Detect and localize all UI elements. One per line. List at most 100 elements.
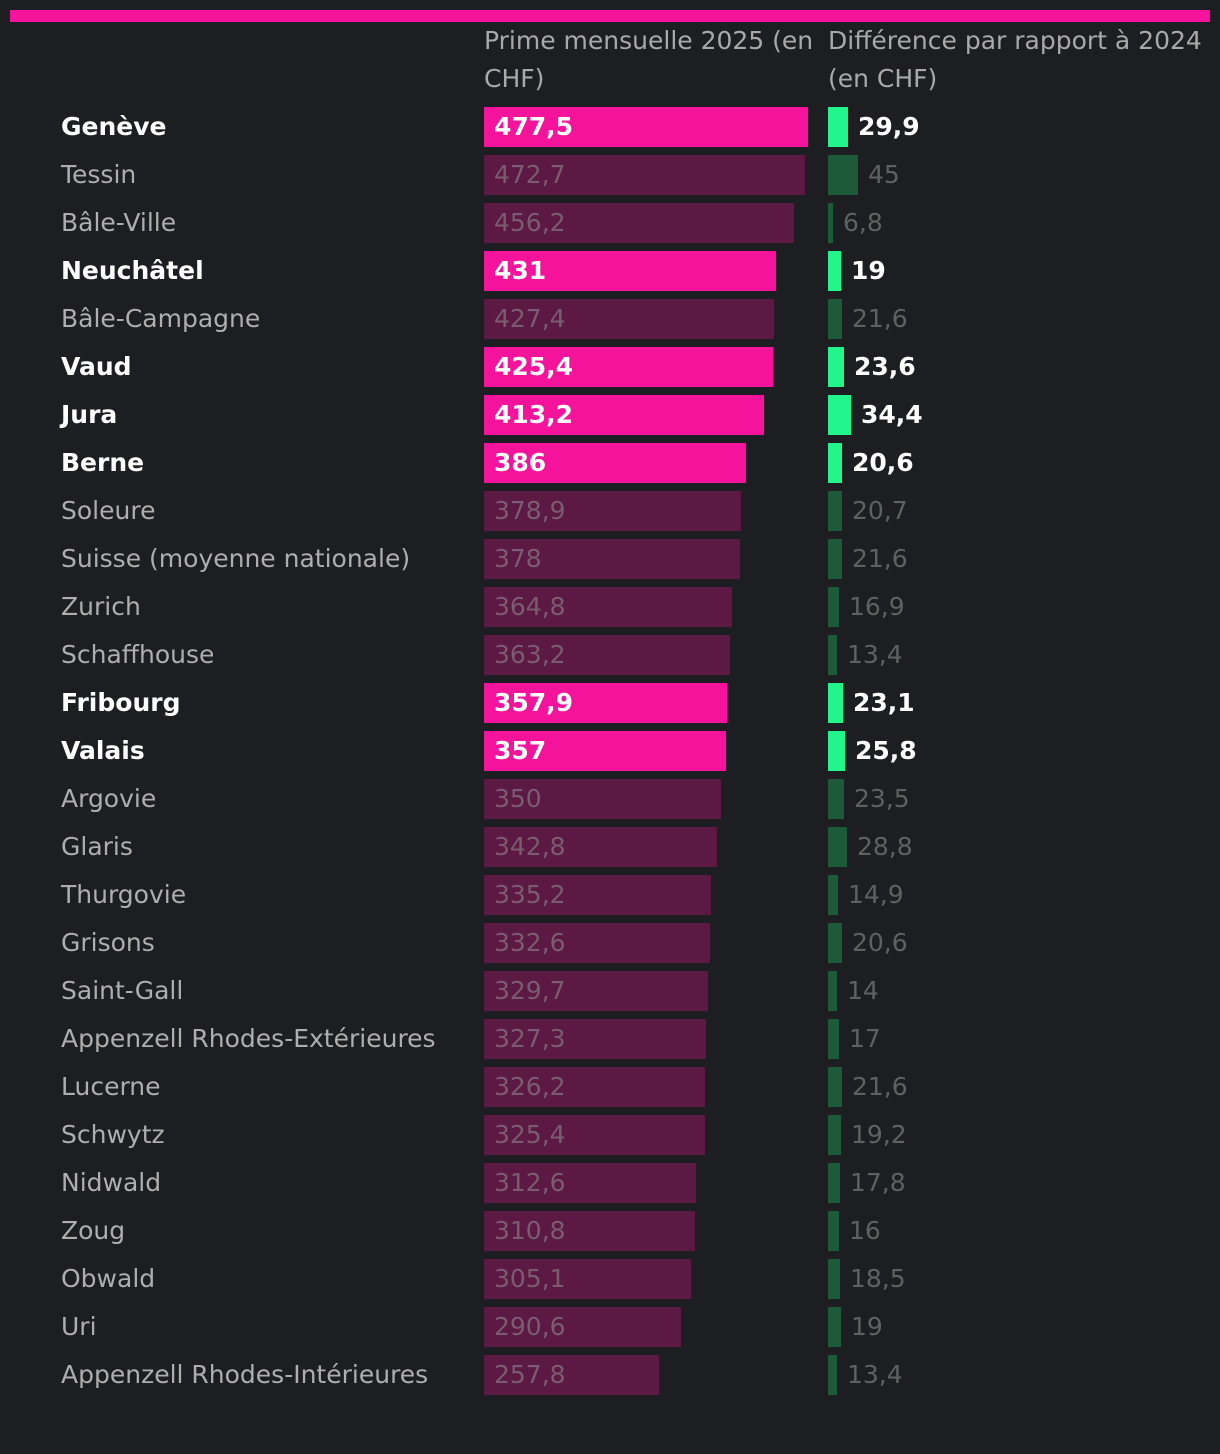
diff-value-label: 14 xyxy=(847,976,879,1005)
chart-row: Argovie 350 23,5 xyxy=(0,775,1220,823)
chart-row: Glaris 342,8 28,8 xyxy=(0,823,1220,871)
prime-value-label: 310,8 xyxy=(494,1216,566,1245)
prime-value-label: 363,2 xyxy=(494,640,566,669)
prime-bar xyxy=(484,1115,705,1155)
prime-bar xyxy=(484,299,774,339)
diff-bar xyxy=(828,203,833,243)
diff-value-label: 20,6 xyxy=(852,928,908,957)
prime-bar xyxy=(484,203,794,243)
diff-value-label: 16,9 xyxy=(849,592,905,621)
diff-bar xyxy=(828,1163,840,1203)
prime-value-label: 427,4 xyxy=(494,304,566,333)
diff-bar xyxy=(828,875,838,915)
canton-label: Berne xyxy=(61,448,145,477)
prime-bar xyxy=(484,1259,691,1299)
prime-value-label: 456,2 xyxy=(494,208,566,237)
diff-value-label: 20,6 xyxy=(852,448,914,477)
chart-row: Obwald 305,1 18,5 xyxy=(0,1255,1220,1303)
diff-value-label: 19 xyxy=(851,256,886,285)
prime-bar xyxy=(484,587,732,627)
prime-value-label: 357 xyxy=(494,736,547,765)
diff-bar xyxy=(828,1115,841,1155)
canton-label: Suisse (moyenne nationale) xyxy=(61,544,411,573)
accent-top-bar xyxy=(10,10,1210,22)
prime-bar xyxy=(484,107,808,147)
canton-label: Thurgovie xyxy=(61,880,187,909)
prime-bar xyxy=(484,347,773,387)
chart-row: Soleure 378,9 20,7 xyxy=(0,487,1220,535)
diff-value-label: 21,6 xyxy=(852,1072,908,1101)
prime-value-label: 312,6 xyxy=(494,1168,566,1197)
prime-value-label: 378,9 xyxy=(494,496,566,525)
diff-bar xyxy=(828,347,844,387)
diff-bar xyxy=(828,971,837,1011)
diff-value-label: 45 xyxy=(868,160,900,189)
canton-label: Valais xyxy=(61,736,145,765)
diff-bar xyxy=(828,827,847,867)
diff-bar xyxy=(828,1355,837,1395)
chart-row: Neuchâtel 431 19 xyxy=(0,247,1220,295)
diff-value-label: 6,8 xyxy=(843,208,883,237)
prime-value-label: 472,7 xyxy=(494,160,566,189)
prime-bar xyxy=(484,1355,659,1395)
chart-row: Vaud 425,4 23,6 xyxy=(0,343,1220,391)
canton-label: Neuchâtel xyxy=(61,256,204,285)
canton-label: Lucerne xyxy=(61,1072,161,1101)
prime-value-label: 364,8 xyxy=(494,592,566,621)
diff-bar xyxy=(828,539,842,579)
chart-row: Bâle-Campagne 427,4 21,6 xyxy=(0,295,1220,343)
prime-bar xyxy=(484,491,741,531)
prime-bar xyxy=(484,875,711,915)
prime-bar xyxy=(484,683,727,723)
chart-row: Bâle-Ville 456,2 6,8 xyxy=(0,199,1220,247)
chart-row: Appenzell Rhodes-Intérieures 257,8 13,4 xyxy=(0,1351,1220,1399)
diff-bar xyxy=(828,731,845,771)
chart-row: Tessin 472,7 45 xyxy=(0,151,1220,199)
canton-label: Soleure xyxy=(61,496,156,525)
prime-value-label: 342,8 xyxy=(494,832,566,861)
canton-label: Appenzell Rhodes-Intérieures xyxy=(61,1360,429,1389)
diff-bar xyxy=(828,1259,840,1299)
diff-value-label: 25,8 xyxy=(855,736,917,765)
diff-bar xyxy=(828,923,842,963)
prime-bar xyxy=(484,1307,681,1347)
diff-bar xyxy=(828,251,841,291)
diff-bar xyxy=(828,1067,842,1107)
prime-value-label: 332,6 xyxy=(494,928,566,957)
diff-value-label: 19,2 xyxy=(851,1120,907,1149)
diff-value-label: 21,6 xyxy=(852,544,908,573)
diff-bar xyxy=(828,779,844,819)
chart-row: Thurgovie 335,2 14,9 xyxy=(0,871,1220,919)
prime-bar xyxy=(484,539,740,579)
diff-bar xyxy=(828,1307,841,1347)
canton-label: Appenzell Rhodes-Extérieures xyxy=(61,1024,436,1053)
diff-value-label: 20,7 xyxy=(852,496,908,525)
diff-bar xyxy=(828,491,842,531)
chart-row: Fribourg 357,9 23,1 xyxy=(0,679,1220,727)
diff-value-label: 16 xyxy=(849,1216,881,1245)
prime-bar xyxy=(484,731,726,771)
diff-column-header: Différence par rapport à 2024 (en CHF) xyxy=(828,26,1202,93)
diff-bar xyxy=(828,587,839,627)
canton-label: Bâle-Campagne xyxy=(61,304,261,333)
prime-value-label: 305,1 xyxy=(494,1264,566,1293)
diff-value-label: 18,5 xyxy=(850,1264,906,1293)
prime-value-label: 477,5 xyxy=(494,112,574,141)
diff-bar xyxy=(828,107,848,147)
diff-bar xyxy=(828,395,851,435)
chart-row: Genève 477,5 29,9 xyxy=(0,103,1220,151)
prime-value-label: 329,7 xyxy=(494,976,566,1005)
canton-label: Fribourg xyxy=(61,688,181,717)
chart-row: Schwytz 325,4 19,2 xyxy=(0,1111,1220,1159)
canton-label: Saint-Gall xyxy=(61,976,184,1005)
diff-value-label: 28,8 xyxy=(857,832,913,861)
prime-value-label: 378 xyxy=(494,544,542,573)
chart-row: Valais 357 25,8 xyxy=(0,727,1220,775)
diff-value-label: 14,9 xyxy=(848,880,904,909)
diff-bar xyxy=(828,1019,839,1059)
canton-label: Uri xyxy=(61,1312,97,1341)
canton-label: Obwald xyxy=(61,1264,156,1293)
prime-bar xyxy=(484,779,721,819)
diff-value-label: 17,8 xyxy=(850,1168,906,1197)
prime-value-label: 326,2 xyxy=(494,1072,566,1101)
